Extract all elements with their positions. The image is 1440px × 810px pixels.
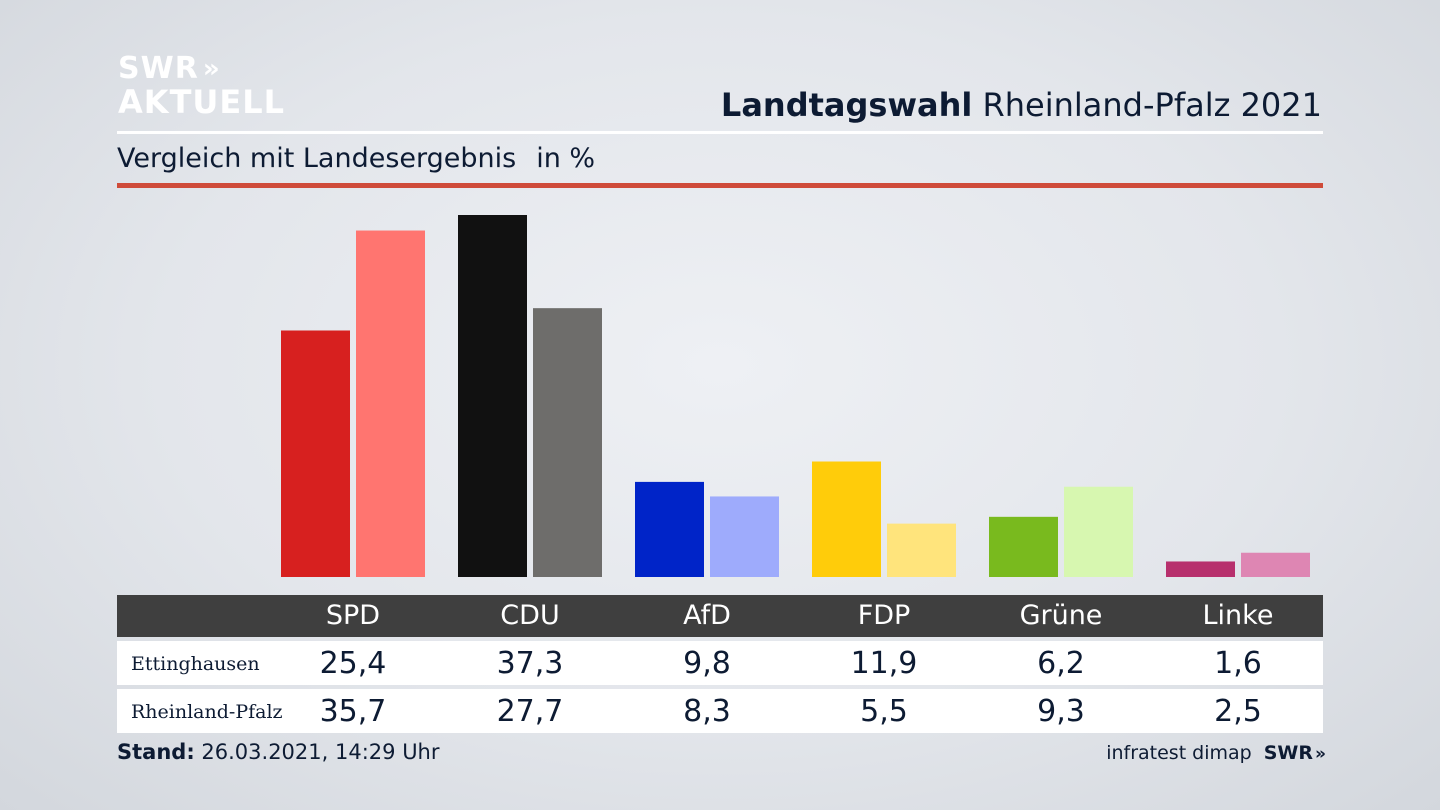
bar-chart (281, 215, 1310, 578)
bar-gruene-rheinland-pfalz (1064, 486, 1133, 577)
bar-afd-ettinghausen (635, 481, 704, 577)
row-label-ettinghausen: Ettinghausen (131, 653, 260, 675)
column-header-linke: Linke (1202, 600, 1274, 631)
bar-fdp-rheinland-pfalz (887, 523, 956, 577)
table-cell-value: 1,6 (1214, 646, 1262, 681)
stand-value: 26.03.2021, 14:29 Uhr (201, 740, 440, 764)
source-credit: infratest dimap SWR» (1106, 742, 1326, 764)
subtitle-unit: in % (536, 143, 596, 174)
logo-line2: AKTUELL (118, 83, 286, 121)
bar-linke-ettinghausen (1166, 561, 1235, 577)
bar-spd-ettinghausen (281, 330, 350, 577)
bar-spd-rheinland-pfalz (356, 230, 425, 578)
stand-label: Stand: (117, 740, 195, 764)
table-row: Ettinghausen 25,4 37,3 9,8 11,9 6,2 1,6 (117, 641, 1323, 685)
column-header-fdp: FDP (857, 600, 911, 631)
source-text: infratest dimap (1106, 742, 1252, 764)
table-cell-value: 2,5 (1214, 694, 1262, 729)
table-cell-value: 35,7 (319, 694, 387, 729)
header-divider (117, 131, 1323, 134)
timestamp: Stand: 26.03.2021, 14:29 Uhr (117, 740, 440, 764)
column-header-spd: SPD (325, 600, 381, 631)
swr-aktuell-logo: SWR» AKTUELL (118, 51, 286, 121)
table-cell-value: 9,3 (1037, 694, 1085, 729)
swr-brand-text: SWR (1263, 742, 1314, 764)
table-cell-value: 27,7 (496, 694, 564, 729)
subtitle-text: Vergleich mit Landesergebnis (117, 143, 517, 174)
bar-linke-rheinland-pfalz (1241, 552, 1310, 577)
bar-fdp-ettinghausen (812, 461, 881, 577)
table-cell-value: 37,3 (496, 646, 564, 681)
bar-gruene-ettinghausen (989, 516, 1058, 577)
results-table: SPD CDU AfD FDP Grüne Linke Ettinghausen 25,4… (117, 595, 1323, 733)
bar-afd-rheinland-pfalz (710, 496, 779, 577)
row-label-rheinland-pfalz: Rheinland-Pfalz (131, 701, 283, 723)
table-cell-value: 8,3 (683, 694, 731, 729)
table-cell-value: 11,9 (850, 646, 918, 681)
bar-cdu-rheinland-pfalz (533, 308, 602, 577)
column-header-afd: AfD (683, 600, 731, 631)
page-title: Landtagswahl Rheinland-Pfalz 2021 (721, 86, 1322, 124)
bar-cdu-ettinghausen (458, 215, 527, 577)
accent-divider (117, 183, 1323, 188)
table-cell-value: 25,4 (319, 646, 387, 681)
chart-subtitle: Vergleich mit Landesergebnis in % (117, 143, 595, 174)
table-cell-value: 9,8 (683, 646, 731, 681)
column-header-gruene: Grüne (1019, 600, 1103, 631)
table-cell-value: 5,5 (860, 694, 908, 729)
table-header-row: SPD CDU AfD FDP Grüne Linke (117, 595, 1323, 637)
swr-chevron-icon: » (1315, 744, 1326, 764)
table-row: Rheinland-Pfalz 35,7 27,7 8,3 5,5 9,3 2,5 (117, 689, 1323, 733)
column-header-cdu: CDU (500, 600, 560, 631)
title-rest: Rheinland-Pfalz 2021 (982, 86, 1322, 124)
swr-brand: SWR» (1263, 742, 1326, 764)
logo-line1: SWR (118, 51, 199, 86)
title-bold: Landtagswahl (720, 86, 973, 124)
table-cell-value: 6,2 (1037, 646, 1085, 681)
